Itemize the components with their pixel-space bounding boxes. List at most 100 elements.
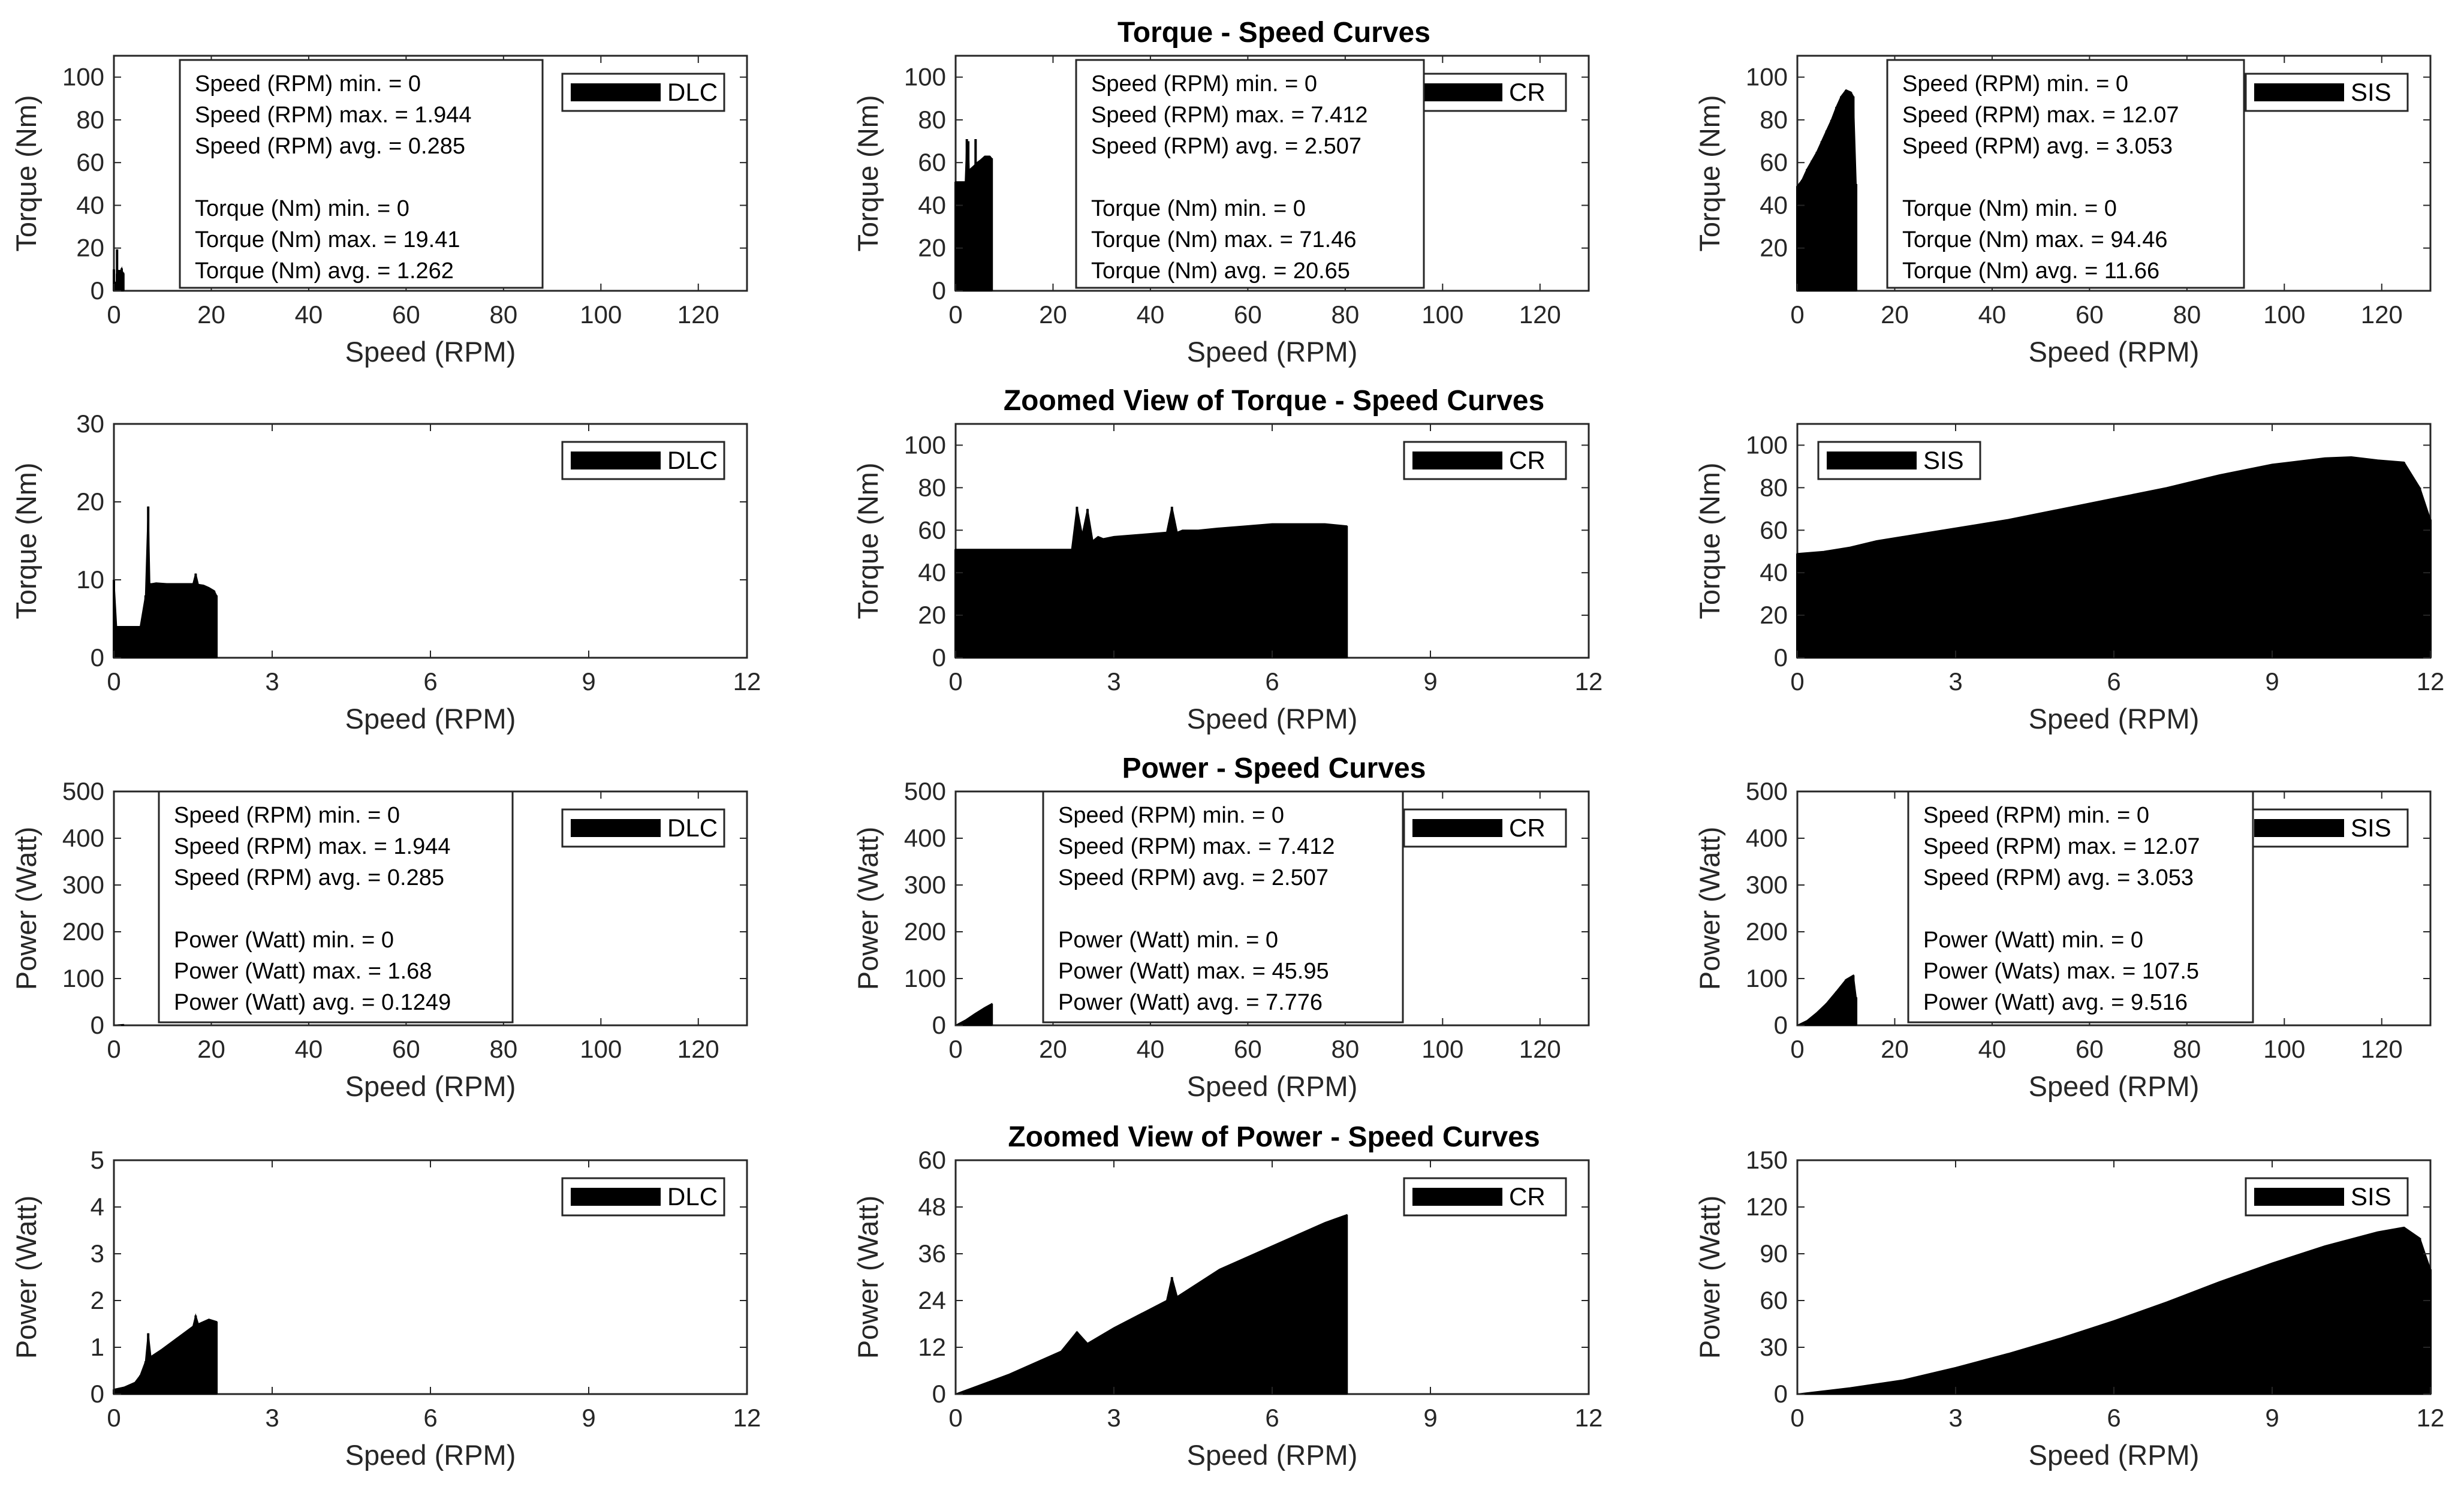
y-tick-label: 300 xyxy=(904,871,946,899)
y-tick-label: 500 xyxy=(62,777,104,805)
chart-panel-cr-2: 0 20 40 60 80 100 120 0 100 200 300 400 500 Speed (RP… xyxy=(852,777,1590,1102)
y-axis-label: Torque (Nm) xyxy=(10,462,42,619)
x-tick-label: 9 xyxy=(1423,1404,1437,1432)
legend-label: SIS xyxy=(2351,814,2391,842)
x-tick-label: 9 xyxy=(2265,1404,2279,1432)
x-tick-label: 100 xyxy=(1421,1035,1463,1063)
stats-line: Speed (RPM) max. = 1.944 xyxy=(174,834,451,859)
stats-box xyxy=(1886,59,2245,289)
x-tick-label: 80 xyxy=(1331,1035,1359,1063)
x-tick-label: 12 xyxy=(1575,667,1603,696)
y-tick-label: 100 xyxy=(904,63,946,91)
stats-line: Speed (RPM) max. = 1.944 xyxy=(195,103,472,128)
x-tick-label: 0 xyxy=(948,1404,962,1432)
stats-line: Speed (RPM) min. = 0 xyxy=(1091,71,1317,97)
x-tick-label: 3 xyxy=(1948,667,1962,696)
x-axis-label: Speed (RPM) xyxy=(2029,336,2200,368)
stats-line: Power (Wats) max. = 107.5 xyxy=(1923,959,2199,984)
x-axis-label: Speed (RPM) xyxy=(2029,1439,2200,1471)
stats-line: Power (Watt) max. = 1.68 xyxy=(174,959,432,984)
stats-line: Speed (RPM) min. = 0 xyxy=(195,71,421,97)
legend-label: CR xyxy=(1509,814,1546,842)
y-tick-label: 40 xyxy=(918,191,946,219)
y-tick-label: 20 xyxy=(1760,601,1788,629)
y-axis-label: Power (Watt) xyxy=(1694,827,1725,990)
x-tick-label: 12 xyxy=(2417,667,2445,696)
y-tick-label: 500 xyxy=(904,777,946,805)
stats-line: Speed (RPM) avg. = 2.507 xyxy=(1091,134,1361,159)
x-tick-label: 12 xyxy=(733,667,761,696)
x-tick-label: 80 xyxy=(489,1035,517,1063)
legend-label: CR xyxy=(1509,78,1546,106)
chart-panel-dlc-0: 0 20 40 60 80 100 120 0 20 40 60 80 100 Speed (RPM) To… xyxy=(10,55,748,368)
legend: DLC xyxy=(561,73,725,112)
stats-box xyxy=(1042,790,1404,1024)
y-tick-label: 400 xyxy=(1746,824,1788,852)
y-tick-label: 150 xyxy=(1746,1146,1788,1174)
legend-label: DLC xyxy=(667,78,718,106)
y-tick-label: 48 xyxy=(918,1193,946,1221)
x-tick-label: 60 xyxy=(2076,300,2104,329)
y-axis-label: Torque (Nm) xyxy=(852,462,884,619)
title-zoomed-torque-speed: Zoomed View of Torque - Speed Curves xyxy=(1004,385,1544,417)
stats-line: Speed (RPM) max. = 12.07 xyxy=(1923,834,2200,859)
x-tick-label: 0 xyxy=(1790,1404,1804,1432)
stats-box xyxy=(158,790,514,1024)
x-tick-label: 100 xyxy=(2263,1035,2305,1063)
y-tick-label: 12 xyxy=(918,1333,946,1361)
y-tick-label: 30 xyxy=(1760,1333,1788,1361)
legend: CR xyxy=(1403,808,1567,848)
x-tick-label: 120 xyxy=(2361,300,2403,329)
x-tick-label: 120 xyxy=(1519,1035,1561,1063)
x-tick-label: 3 xyxy=(1107,1404,1120,1432)
legend-swatch xyxy=(1412,819,1502,837)
x-tick-label: 120 xyxy=(677,1035,719,1063)
legend-swatch xyxy=(571,819,661,837)
y-tick-label: 500 xyxy=(1746,777,1788,805)
x-tick-label: 12 xyxy=(2417,1404,2445,1432)
x-tick-label: 0 xyxy=(107,300,121,329)
x-tick-label: 60 xyxy=(2076,1035,2104,1063)
stats-line: Speed (RPM) max. = 12.07 xyxy=(1902,103,2179,128)
legend-label: DLC xyxy=(667,814,718,842)
x-tick-label: 80 xyxy=(2173,1035,2201,1063)
y-tick-label: 20 xyxy=(1760,234,1788,262)
stats-box xyxy=(179,59,544,289)
y-tick-label: 100 xyxy=(62,964,104,992)
x-tick-label: 0 xyxy=(1790,300,1804,329)
legend-swatch xyxy=(1412,83,1502,101)
y-tick-label: 100 xyxy=(904,964,946,992)
x-axis-label: Speed (RPM) xyxy=(1187,703,1358,735)
chart-panel-cr-0: 0 20 40 60 80 100 120 0 20 40 60 80 100 Speed (RPM) To… xyxy=(852,55,1590,368)
legend-swatch xyxy=(1412,451,1502,469)
x-axis-label: Speed (RPM) xyxy=(1187,336,1358,368)
stats-line: Torque (Nm) max. = 19.41 xyxy=(195,227,460,252)
x-tick-label: 9 xyxy=(582,1404,595,1432)
x-tick-label: 40 xyxy=(1137,300,1165,329)
x-tick-label: 60 xyxy=(1234,300,1262,329)
y-tick-label: 0 xyxy=(932,643,946,672)
y-tick-label: 60 xyxy=(918,1146,946,1174)
legend: DLC xyxy=(561,441,725,480)
x-tick-label: 40 xyxy=(1137,1035,1165,1063)
stats-line: Torque (Nm) max. = 71.46 xyxy=(1091,227,1356,252)
x-tick-label: 20 xyxy=(1881,1035,1909,1063)
x-tick-label: 0 xyxy=(107,667,121,696)
legend-label: CR xyxy=(1509,1182,1546,1211)
stats-line: Torque (Nm) min. = 0 xyxy=(195,196,409,221)
y-tick-label: 100 xyxy=(904,431,946,459)
y-tick-label: 60 xyxy=(1760,516,1788,544)
y-axis-label: Torque (Nm) xyxy=(852,95,884,251)
legend-label: DLC xyxy=(667,1182,718,1211)
y-axis-label: Torque (Nm) xyxy=(1694,462,1725,619)
y-tick-label: 80 xyxy=(1760,473,1788,501)
y-tick-label: 300 xyxy=(1746,871,1788,899)
x-tick-label: 60 xyxy=(392,300,420,329)
x-tick-label: 60 xyxy=(392,1035,420,1063)
chart-panel-sis-2: 0 20 40 60 80 100 120 0 100 200 300 400 500 Speed (RP… xyxy=(1694,777,2432,1102)
y-tick-label: 0 xyxy=(91,276,104,305)
stats-line: Power (Watt) avg. = 0.1249 xyxy=(174,990,451,1015)
stats-line: Torque (Nm) avg. = 1.262 xyxy=(195,258,454,284)
legend-label: CR xyxy=(1509,446,1546,474)
legend-swatch xyxy=(2254,1188,2344,1206)
